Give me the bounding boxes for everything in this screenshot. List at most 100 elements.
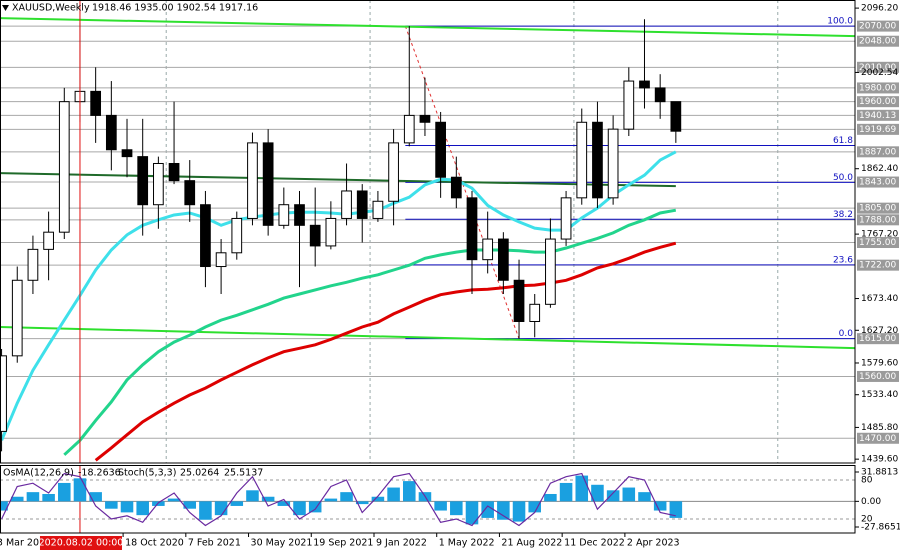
candle-body	[576, 121, 588, 199]
osma-bar	[73, 478, 87, 502]
osma-bar	[481, 501, 494, 518]
osma-bar	[340, 492, 353, 502]
price-level-box	[857, 432, 899, 444]
moving-average	[94, 241, 677, 462]
y-tick-label: 1579.60	[861, 358, 898, 368]
x-tick-label: 11 Dec 2022	[564, 538, 625, 549]
osma-bar	[167, 498, 181, 502]
y-tick-label: 1767.20	[861, 230, 898, 240]
candle-body	[247, 142, 258, 219]
candle-body	[184, 180, 196, 206]
axes: 2070.00 2048.00 2010.00 1980.00 1960.00 1940.…	[0, 4, 900, 550]
price-level-box	[857, 82, 899, 94]
candle-body	[607, 128, 619, 199]
osma-bar	[261, 496, 275, 502]
y-tick-label: -27.8651	[861, 522, 900, 532]
trendline	[0, 17, 855, 38]
price-level-label: 1940.13	[859, 111, 896, 121]
symbol-title: XAUUSD,Weekly	[12, 3, 90, 14]
fib-label: 100.0	[827, 17, 853, 27]
osma-bar	[277, 501, 291, 506]
y-tick-label: 1439.60	[861, 455, 898, 465]
osma-bar	[371, 496, 385, 502]
candle-body	[121, 149, 133, 158]
price-level-label: 1980.00	[859, 83, 896, 93]
main-panel: 100.0 61.8 50.0 38.2 23.6 0.0	[0, 0, 855, 463]
candle-body	[0, 355, 7, 432]
candle-body	[419, 114, 431, 123]
price-level-label: 2048.00	[859, 37, 896, 47]
osma-bar	[58, 482, 71, 502]
candle-body	[341, 190, 352, 219]
price-level-label: 1887.00	[859, 147, 896, 157]
candle-body	[592, 121, 603, 199]
candle-body	[435, 121, 446, 178]
candle-body	[497, 238, 509, 281]
price-level-label: 1919.69	[859, 125, 896, 135]
y-tick-label: 1533.40	[861, 390, 898, 400]
y-tick-label: 1485.80	[861, 423, 898, 433]
candle-body	[466, 197, 478, 261]
price-level-label: 2010.00	[859, 63, 896, 73]
candle-body	[654, 87, 666, 103]
osma-bar	[355, 501, 369, 505]
price-level-box	[857, 61, 899, 73]
candle-body	[137, 156, 149, 206]
x-tick-label: 3 Mar 2020	[0, 538, 51, 549]
moving-average	[63, 208, 677, 456]
stoch-value: 25.0264	[180, 468, 219, 479]
price-level-label: 1470.00	[859, 434, 896, 444]
price-level-box	[857, 123, 899, 135]
sub-panel	[0, 465, 855, 533]
osma-bar	[450, 501, 463, 516]
osma-bar	[544, 493, 557, 502]
osma-bar	[199, 501, 212, 520]
osma-bar	[105, 501, 118, 509]
trendline	[0, 172, 676, 188]
fib-label: 38.2	[833, 210, 853, 220]
osma-bar	[575, 475, 589, 502]
y-tick-label: 2002.54	[861, 68, 898, 78]
candle-body	[27, 248, 39, 281]
osma-bar	[214, 501, 228, 516]
cursor-label: 2020.08.02 00:00	[39, 538, 124, 549]
price-level-box	[857, 176, 899, 188]
x-tick-label: 7 Feb 2021	[188, 538, 241, 549]
fib-label: 0.0	[839, 329, 854, 339]
price-level-box	[857, 146, 899, 158]
candle-body	[639, 80, 650, 89]
candle-body	[482, 238, 494, 261]
osma-bar	[136, 501, 149, 516]
candle-body	[278, 204, 290, 226]
candle-body	[356, 190, 368, 219]
price-level-label: 1805.00	[859, 204, 896, 214]
price-level-label: 1560.00	[859, 372, 896, 382]
osma-bar	[0, 501, 8, 511]
osma-bar	[622, 487, 636, 502]
y2-tick-label: 20	[861, 515, 873, 525]
price-level-box	[857, 259, 899, 271]
price-level-label: 1960.00	[859, 97, 896, 107]
osma-bar	[42, 493, 55, 502]
price-level-label: 1615.00	[859, 334, 896, 344]
osma-bar	[465, 501, 479, 525]
y2-tick-label: 80	[861, 475, 873, 485]
x-tick-label: 19 Sep 2021	[313, 538, 373, 549]
candle-body	[623, 80, 635, 130]
price-level-label: 1788.00	[859, 215, 896, 225]
menu-icon[interactable]	[2, 5, 9, 11]
x-tick-label: 1 May 2022	[439, 538, 495, 549]
osma-bar	[89, 492, 102, 502]
osma-title: OsMA(12,26,9)	[3, 468, 74, 479]
y-tick-label: 1627.20	[861, 326, 898, 336]
candle-body	[513, 279, 525, 322]
osma-bar	[387, 487, 400, 502]
price-level-box	[857, 35, 899, 47]
candle-body	[450, 176, 462, 199]
osma-bar	[293, 501, 306, 516]
fib-label: 23.6	[833, 255, 853, 265]
osma-bar	[230, 501, 244, 506]
osma-bar	[653, 501, 667, 511]
price-level-label: 1755.00	[859, 238, 896, 248]
